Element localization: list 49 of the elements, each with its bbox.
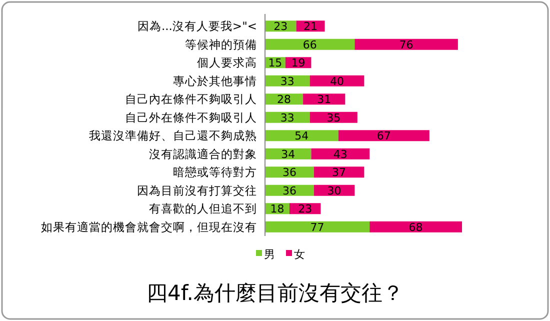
- data-label: 34: [281, 148, 296, 161]
- bar: [370, 221, 462, 232]
- bar: [303, 94, 346, 105]
- y-tick-label: 因為目前沒有打算交往: [137, 183, 257, 198]
- data-label: 30: [327, 184, 342, 198]
- y-tick-label: 因為...沒有人要我>"<: [137, 19, 257, 34]
- y-tick-label: 如果有適當的機會就會交啊，但現在沒有: [41, 220, 257, 234]
- bar: [265, 130, 338, 142]
- data-label: 31: [317, 93, 332, 106]
- data-label: 43: [333, 148, 348, 161]
- data-label: 23: [274, 20, 288, 34]
- data-label: 54: [294, 130, 309, 143]
- data-label: 67: [376, 130, 391, 143]
- bar: [311, 148, 370, 160]
- data-label: 35: [326, 111, 341, 124]
- data-label: 33: [280, 74, 294, 88]
- data-label: 76: [399, 38, 414, 52]
- y-tick-label: 有喜歡的人但追不到: [149, 202, 257, 216]
- data-label: 36: [282, 166, 296, 180]
- data-label: 40: [330, 74, 344, 88]
- legend-label: 男: [264, 248, 275, 261]
- data-label: 66: [302, 38, 317, 52]
- data-label: 36: [282, 184, 296, 198]
- bar: [354, 38, 458, 50]
- data-label: 77: [310, 220, 324, 234]
- bar: [338, 130, 430, 142]
- bar: [265, 38, 355, 50]
- legend-label: 女: [294, 248, 305, 261]
- y-tick-label: 自己外在條件不夠吸引人: [125, 110, 257, 124]
- y-tick-label: 暗戀或等待對方: [173, 165, 257, 180]
- y-tick-label: 沒有認識適合的對象: [149, 146, 257, 161]
- y-tick-label: 個人要求高: [197, 56, 257, 70]
- data-label: 37: [332, 166, 346, 180]
- y-tick-label: 等候神的預備: [185, 37, 257, 52]
- data-label: 18: [270, 202, 284, 216]
- data-label: 68: [408, 220, 423, 234]
- y-tick-label: 專心於其他事情: [173, 74, 257, 88]
- data-label: 23: [298, 202, 312, 216]
- y-tick-label: 自己內在條件不夠吸引人: [125, 92, 257, 106]
- bar: [310, 75, 364, 86]
- data-label: 15: [268, 56, 282, 70]
- data-label: 19: [291, 56, 306, 70]
- text: 四4f.為什麼目前沒有交往？: [146, 281, 404, 305]
- data-label: 33: [280, 111, 294, 124]
- data-label: 28: [277, 93, 292, 106]
- data-label: 21: [304, 20, 318, 34]
- bar: [314, 166, 364, 178]
- bar: [265, 221, 370, 232]
- y-tick-label: 我還沒準備好、自己還不夠成熟: [89, 128, 257, 143]
